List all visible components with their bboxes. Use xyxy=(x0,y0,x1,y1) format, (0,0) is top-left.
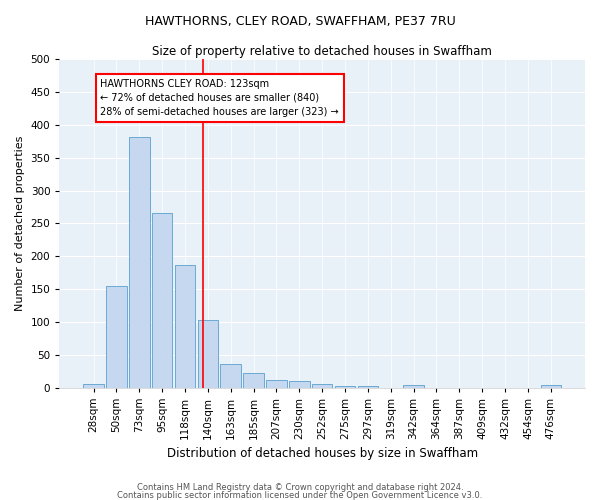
Bar xyxy=(403,385,424,388)
Title: Size of property relative to detached houses in Swaffham: Size of property relative to detached ho… xyxy=(152,45,492,58)
Bar xyxy=(175,264,195,388)
Text: HAWTHORNS, CLEY ROAD, SWAFFHAM, PE37 7RU: HAWTHORNS, CLEY ROAD, SWAFFHAM, PE37 7RU xyxy=(145,15,455,28)
Bar xyxy=(541,385,561,388)
Y-axis label: Number of detached properties: Number of detached properties xyxy=(15,136,25,311)
Bar xyxy=(266,380,287,388)
X-axis label: Distribution of detached houses by size in Swaffham: Distribution of detached houses by size … xyxy=(167,447,478,460)
Bar xyxy=(312,384,332,388)
Bar xyxy=(289,381,310,388)
Bar xyxy=(243,373,264,388)
Bar xyxy=(220,364,241,388)
Bar xyxy=(197,320,218,388)
Bar xyxy=(106,286,127,388)
Bar xyxy=(129,136,149,388)
Text: Contains HM Land Registry data © Crown copyright and database right 2024.: Contains HM Land Registry data © Crown c… xyxy=(137,483,463,492)
Text: HAWTHORNS CLEY ROAD: 123sqm
← 72% of detached houses are smaller (840)
28% of se: HAWTHORNS CLEY ROAD: 123sqm ← 72% of det… xyxy=(100,79,339,117)
Bar xyxy=(335,386,355,388)
Bar xyxy=(152,214,172,388)
Text: Contains public sector information licensed under the Open Government Licence v3: Contains public sector information licen… xyxy=(118,490,482,500)
Bar xyxy=(358,386,378,388)
Bar xyxy=(83,384,104,388)
